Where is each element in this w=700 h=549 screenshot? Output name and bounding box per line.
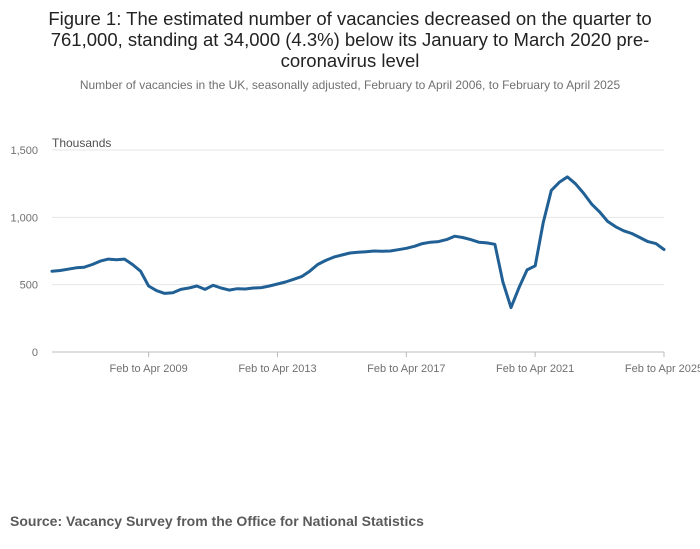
source-note: Source: Vacancy Survey from the Office f… (10, 513, 424, 529)
x-tick-label: Feb to Apr 2017 (367, 363, 445, 375)
y-tick-label: 500 (20, 280, 38, 292)
chart-subtitle: Number of vacancies in the UK, seasonall… (79, 78, 621, 92)
axes: 0 500 1,000 1,500 Feb to Apr 2009 Feb to Apr … (10, 145, 700, 375)
x-tick-label: Feb to Apr 2021 (496, 363, 574, 375)
vacancies-series-line (50, 175, 666, 310)
x-tick-label: Feb to Apr 2025 (625, 363, 700, 375)
gridlines (52, 149, 664, 353)
y-axis-unit-label: Thousands (52, 136, 111, 150)
chart-title: Figure 1: The estimated number of vacanc… (48, 8, 652, 71)
y-tick-label: 0 (32, 347, 38, 359)
x-tick-label: Feb to Apr 2009 (109, 363, 187, 375)
series-layer (50, 175, 666, 310)
x-tick-label: Feb to Apr 2013 (238, 363, 316, 375)
y-tick-label: 1,500 (10, 145, 38, 157)
y-tick-label: 1,000 (10, 212, 38, 224)
